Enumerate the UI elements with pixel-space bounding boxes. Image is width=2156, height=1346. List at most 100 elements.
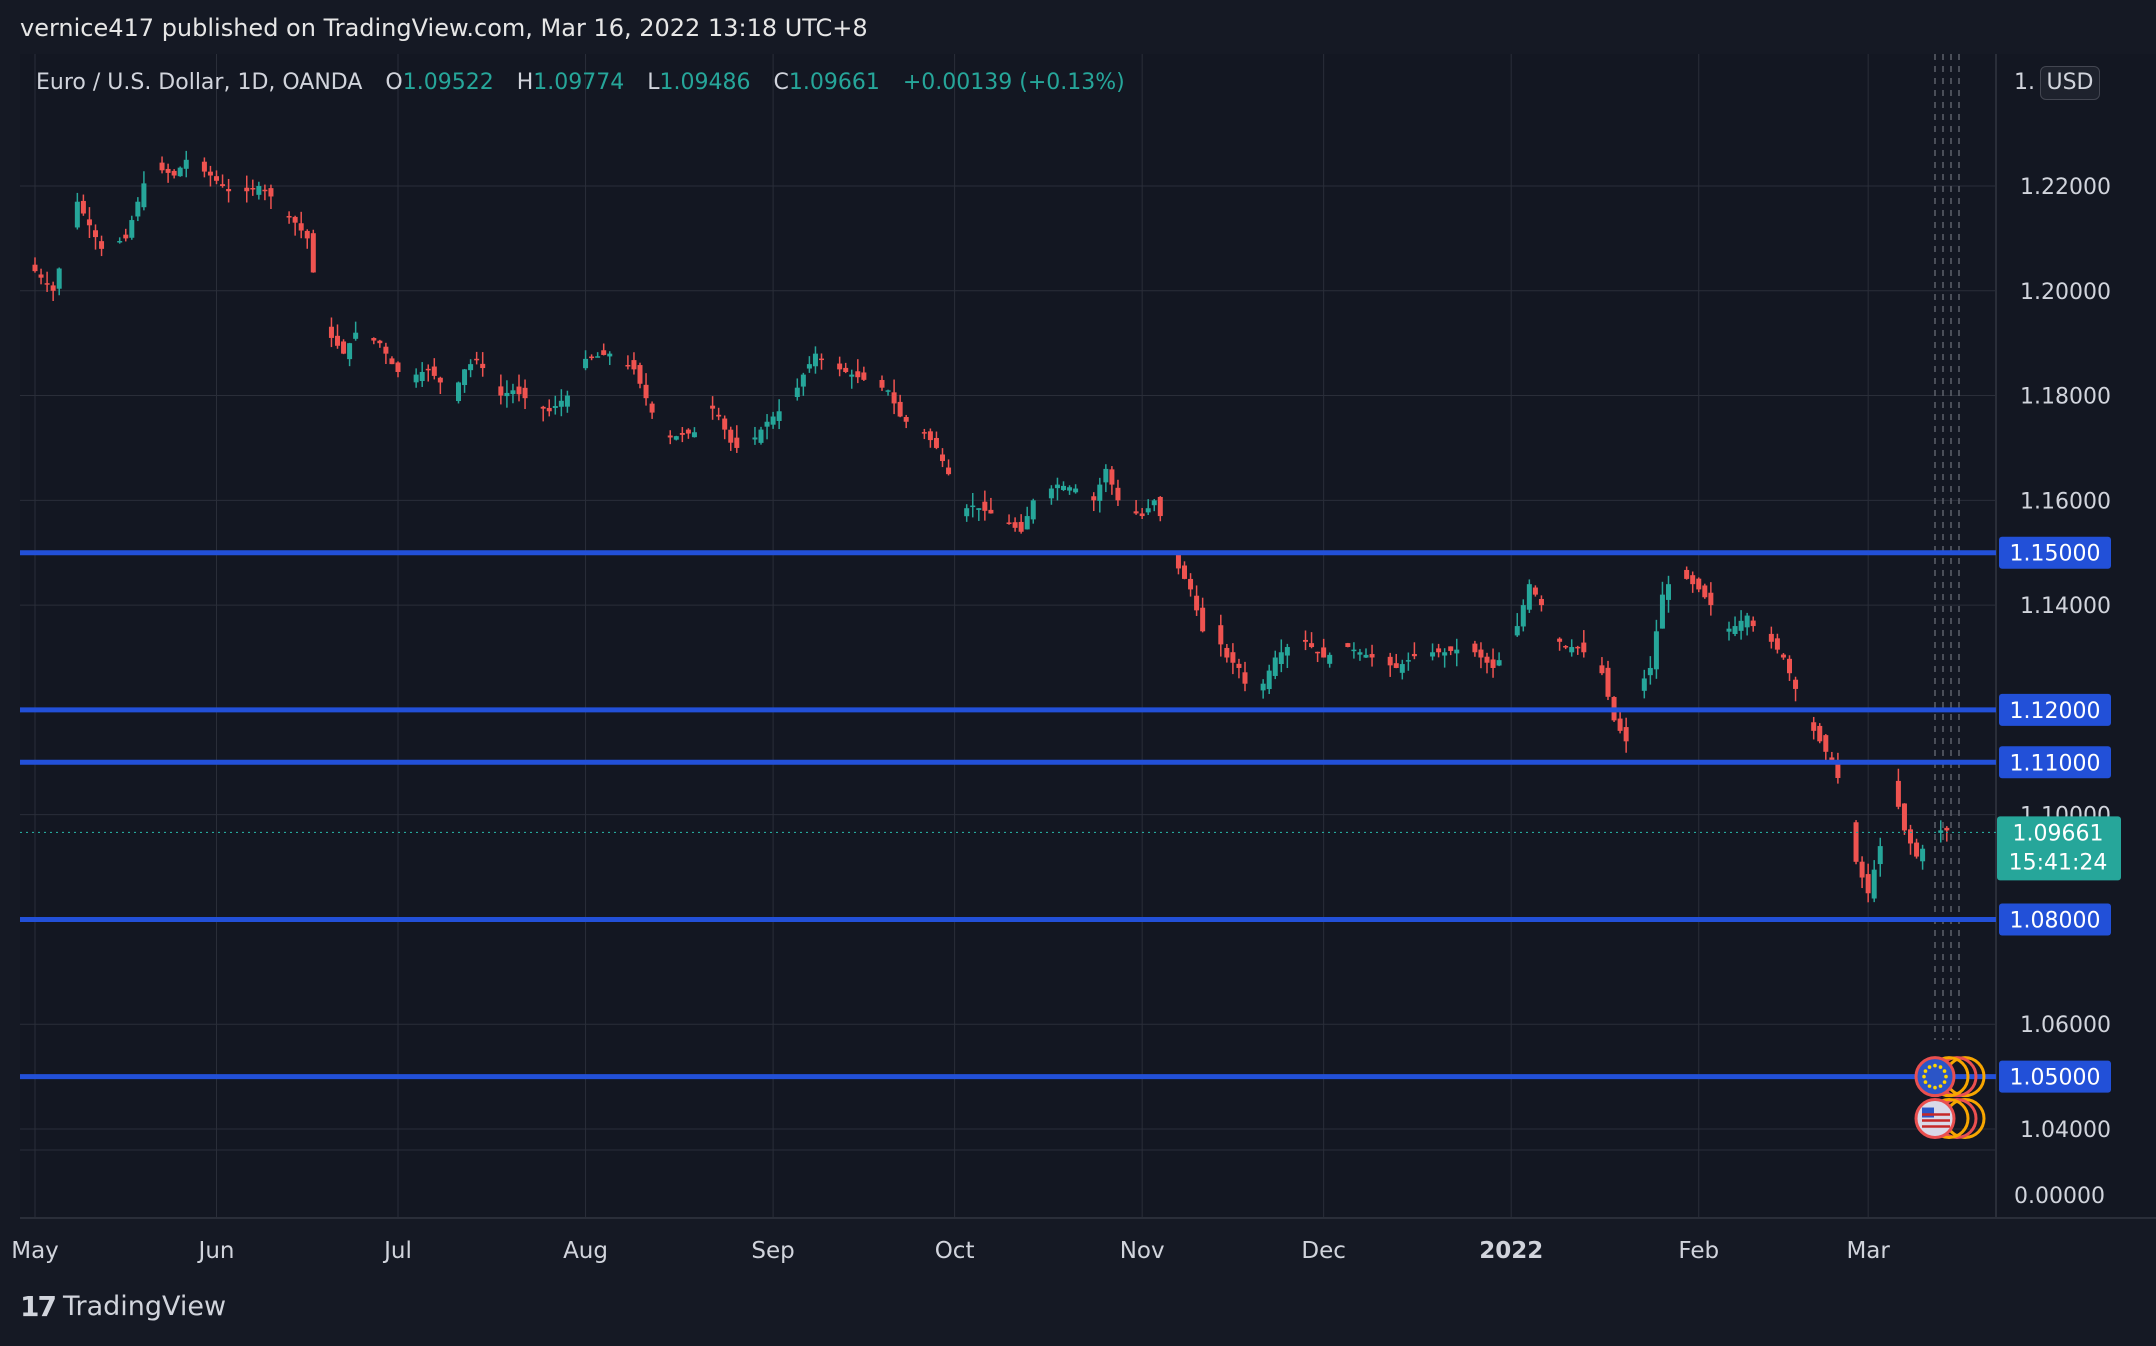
candle-body xyxy=(970,505,976,508)
candle-body xyxy=(1623,727,1629,742)
candle-body xyxy=(1284,647,1290,656)
candle-body xyxy=(1532,587,1538,595)
candle-body xyxy=(383,346,389,354)
candle-body xyxy=(201,161,207,172)
candle-body xyxy=(353,332,359,339)
candle-body xyxy=(843,367,849,372)
candle-body xyxy=(625,365,631,367)
candle-body xyxy=(328,326,334,338)
candle-body xyxy=(1218,625,1224,645)
candle-body xyxy=(794,387,800,397)
brand-name: TradingView xyxy=(62,1291,227,1322)
candle-body xyxy=(498,386,504,396)
candle-body xyxy=(1442,652,1448,656)
candle-body xyxy=(1641,678,1647,691)
candle-body xyxy=(1024,516,1030,530)
candle-body xyxy=(1920,848,1926,862)
candle-body xyxy=(679,432,685,435)
x-tick-label: Jun xyxy=(197,1238,235,1264)
candle-body xyxy=(117,241,123,243)
level-label-bg xyxy=(1999,1060,2111,1093)
tradingview-logo-icon: 17 xyxy=(20,1290,57,1323)
candle-body xyxy=(1865,874,1871,894)
candle-body xyxy=(861,372,867,380)
candles xyxy=(32,150,1950,903)
candle-body xyxy=(177,167,183,177)
y-tick-label: 1.20000 xyxy=(2020,280,2111,305)
x-tick-label: Oct xyxy=(935,1238,975,1264)
low-label: L xyxy=(647,70,660,95)
level-label-bg xyxy=(1999,903,2111,936)
eu-flag-star xyxy=(1938,1065,1943,1069)
candle-body xyxy=(667,435,673,438)
candle-body xyxy=(1054,484,1060,489)
candle-body xyxy=(1823,735,1829,752)
eu-flag-star xyxy=(1923,1069,1928,1073)
candle-body xyxy=(1048,488,1054,499)
x-axis: May Jun Jul Aug Sep Oct Nov Dec 2022 Feb Mar xyxy=(11,1238,1890,1264)
close-label: C xyxy=(773,70,789,95)
candle-body xyxy=(1411,653,1417,657)
candle-body xyxy=(1097,484,1103,501)
footer-brand[interactable]: 17 TradingView xyxy=(20,1290,226,1323)
candle-body xyxy=(480,363,486,369)
candle-body xyxy=(1793,679,1799,689)
candle-body xyxy=(1061,485,1066,490)
candle-body xyxy=(1266,670,1272,690)
candle-body xyxy=(1768,633,1774,642)
candle-body xyxy=(595,356,601,358)
y-tick-label: 0.00000 xyxy=(2014,1184,2105,1209)
candle-body xyxy=(522,387,528,399)
candle-body xyxy=(44,283,50,285)
symbol-name[interactable]: Euro / U.S. Dollar, 1D, OANDA xyxy=(36,70,363,95)
candle-body xyxy=(1908,829,1913,844)
candle-body xyxy=(855,371,861,378)
candle-body xyxy=(1194,595,1200,611)
candle-body xyxy=(1750,620,1756,627)
change-value: +0.00139 (+0.13%) xyxy=(902,70,1125,95)
candle-body xyxy=(431,366,437,376)
candle-body xyxy=(1309,643,1315,648)
candle-body xyxy=(558,400,564,407)
candle-body xyxy=(1405,660,1411,662)
candle-body xyxy=(940,454,945,462)
eu-flag-star xyxy=(1927,1065,1932,1069)
eu-flag-star xyxy=(1927,1084,1932,1088)
x-tick-label: Aug xyxy=(563,1238,608,1264)
x-tick-label: Feb xyxy=(1678,1238,1719,1264)
candle-body xyxy=(141,183,147,208)
candle-body xyxy=(38,274,44,278)
level-label-bg xyxy=(1999,693,2111,726)
candle-body xyxy=(1151,500,1157,506)
candle-body xyxy=(1303,639,1308,642)
candle-body xyxy=(1684,569,1690,579)
candle-body xyxy=(1321,647,1327,658)
candle-body xyxy=(1387,656,1393,666)
last-price-label: 1.09661 xyxy=(2013,821,2104,846)
y-tick-label: 1. xyxy=(2014,70,2035,95)
candle-body xyxy=(1853,822,1859,862)
candle-body xyxy=(516,386,522,395)
candle-body xyxy=(552,406,558,408)
candle-body xyxy=(1454,649,1460,654)
price-scale[interactable] xyxy=(1996,54,2156,1218)
candle-body xyxy=(964,508,970,517)
candle-body xyxy=(1272,657,1278,676)
candle-body xyxy=(1617,718,1623,731)
y-tick-label: 1.06000 xyxy=(2020,1013,2111,1038)
candle-body xyxy=(1581,642,1587,653)
level-label: 1.05000 xyxy=(2010,1066,2101,1091)
candle-body xyxy=(1538,598,1544,606)
candle-body xyxy=(643,384,649,399)
candle-body xyxy=(1188,578,1194,590)
y-tick-label: 1.18000 xyxy=(2020,385,2111,410)
candle-body xyxy=(885,390,891,392)
candle-body xyxy=(1018,521,1024,532)
candle-body xyxy=(1157,496,1163,517)
eu-flag-star xyxy=(1944,1074,1948,1079)
candle-body xyxy=(1708,592,1714,606)
candle-body xyxy=(80,200,86,214)
currency-selector[interactable]: USD xyxy=(2040,66,2100,100)
candle-body xyxy=(1278,652,1284,664)
